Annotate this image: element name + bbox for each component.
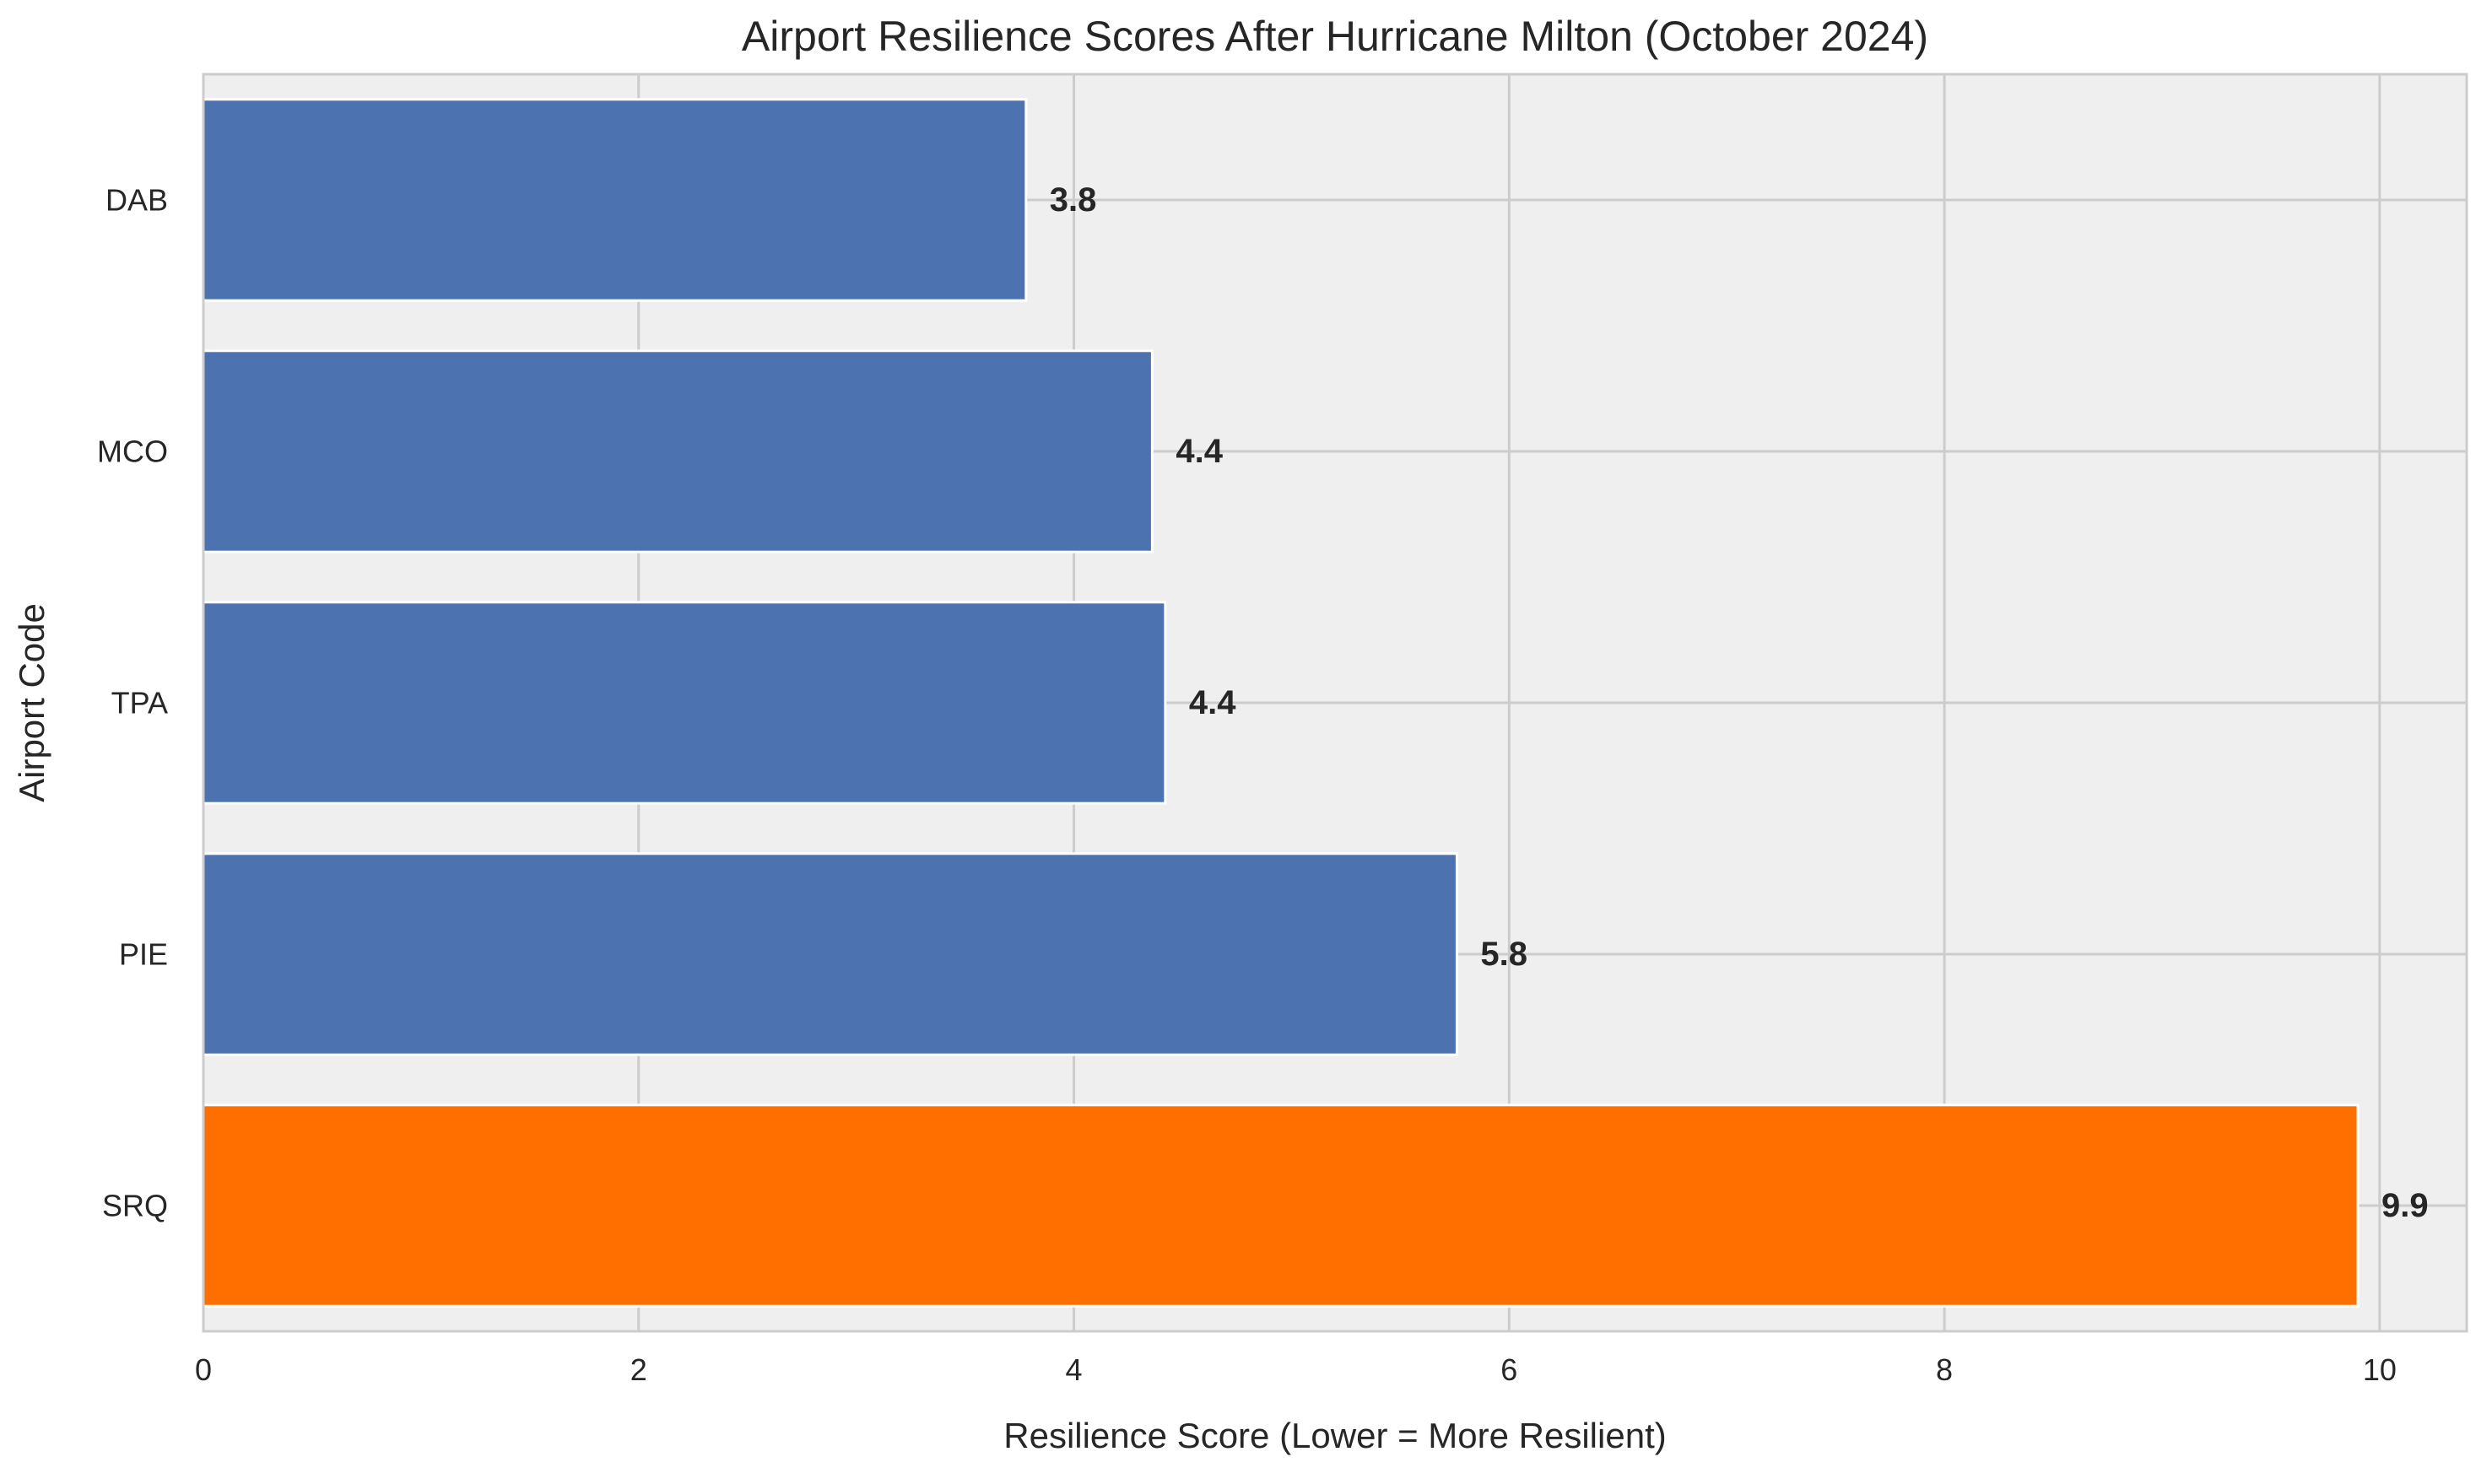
bar-pie <box>202 852 1458 1056</box>
x-tick-label: 10 <box>2363 1352 2397 1387</box>
x-tick-label: 0 <box>195 1352 212 1387</box>
value-label-srq: 9.9 <box>2381 1187 2429 1224</box>
chart-title: Airport Resilience Scores After Hurrican… <box>742 13 1928 60</box>
plot-frame <box>202 73 2468 1333</box>
y-tick-label: SRQ <box>102 1189 168 1223</box>
x-tick-label: 8 <box>1936 1352 1953 1387</box>
x-tick-label: 6 <box>1500 1352 1517 1387</box>
bar-srq <box>202 1104 2360 1308</box>
bar-mco <box>202 349 1154 553</box>
y-axis-title: Airport Code <box>12 603 51 802</box>
x-axis-ticks: 0 2 4 6 8 10 <box>195 1352 2397 1387</box>
value-label-dab: 3.8 <box>1050 181 1097 219</box>
bar-tpa <box>202 601 1167 805</box>
y-tick-label: MCO <box>97 434 168 469</box>
value-label-mco: 4.4 <box>1176 433 1223 470</box>
bars <box>202 98 2360 1308</box>
y-tick-label: PIE <box>119 937 168 972</box>
x-tick-label: 4 <box>1066 1352 1083 1387</box>
value-label-tpa: 4.4 <box>1189 684 1236 721</box>
y-tick-label: TPA <box>111 686 168 720</box>
x-tick-label: 2 <box>630 1352 647 1387</box>
y-axis-ticks: DAB MCO TPA PIE SRQ <box>97 183 168 1223</box>
x-axis-title: Resilience Score (Lower = More Resilient… <box>1003 1416 1666 1455</box>
value-labels: 3.8 4.4 4.4 5.8 9.9 <box>1050 181 2429 1224</box>
y-tick-label: DAB <box>105 183 168 218</box>
bar-dab <box>202 98 1028 302</box>
value-label-pie: 5.8 <box>1480 936 1527 973</box>
